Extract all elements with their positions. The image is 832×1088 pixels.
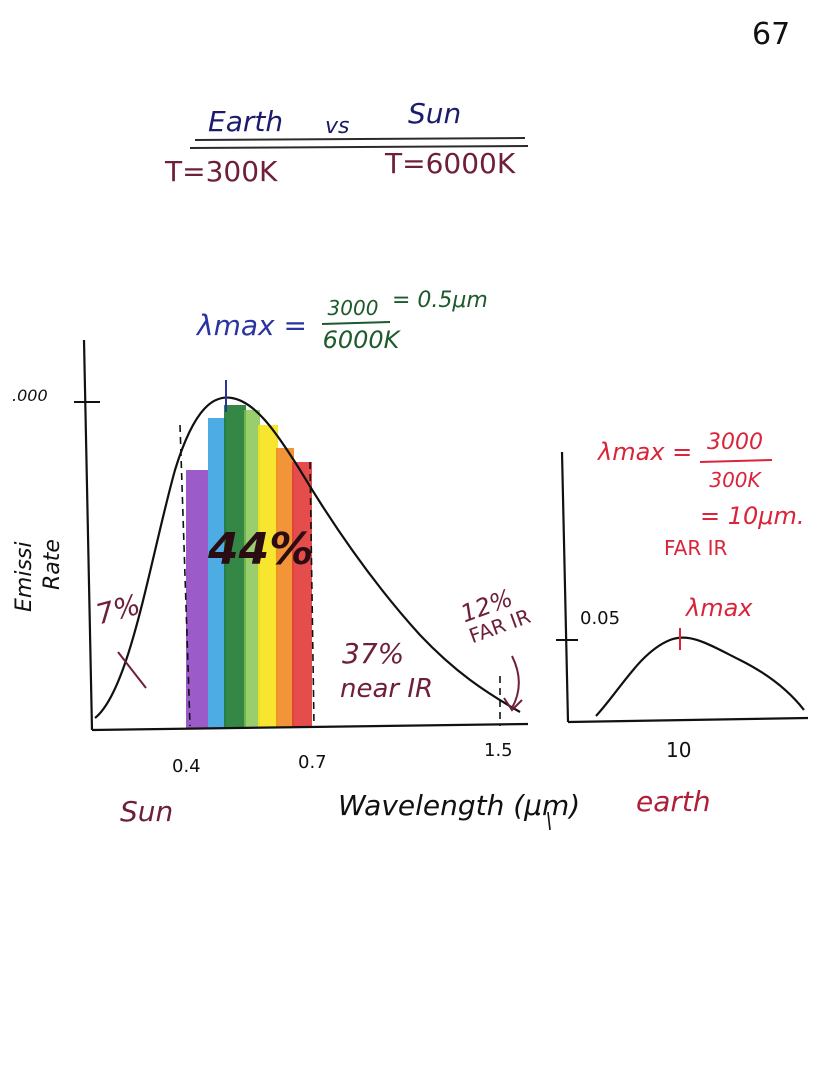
earth-formula-numerator: 3000 (707, 430, 763, 455)
sun-x-tick-0.4: 0.4 (172, 756, 201, 777)
earth-y-tick-label: 0.05 (580, 608, 621, 629)
earth-formula-denominator: 300K (709, 468, 761, 492)
sun-x-axis (91, 722, 529, 732)
earth-y-axis (560, 451, 570, 723)
earth-caption: earth (636, 785, 711, 818)
earth-formula-fraction-bar (699, 459, 773, 463)
uv-pointer-stroke (117, 651, 147, 689)
band-violet (186, 470, 208, 728)
earth-temperature: T=300K (165, 155, 278, 188)
sun-emission-curve (94, 396, 521, 719)
sun-x-tick-1.5: 1.5 (484, 740, 513, 761)
earth-formula-band: FAR IR (664, 536, 728, 560)
sun-formula-denominator: 6000K (322, 326, 400, 354)
sun-lambda-max-label: λmax = (197, 309, 307, 342)
sun-heading: Sun (408, 97, 462, 130)
earth-formula-result: = 10μm. (700, 502, 805, 530)
sun-formula-result: = 0.5μm (392, 288, 488, 313)
earth-emission-curve (595, 636, 805, 717)
earth-x-axis (567, 716, 809, 724)
near-ir-label: near IR (340, 674, 434, 704)
band-orange (276, 448, 294, 728)
earth-heading: Earth (208, 105, 284, 138)
sun-y-axis-label-1: Emissi (12, 541, 37, 612)
header-underline-1 (194, 137, 526, 141)
earth-lambda-max-label: λmax = (598, 438, 693, 466)
band-red (292, 462, 312, 728)
page-number: 67 (752, 17, 791, 52)
visible-spectrum-band (186, 405, 312, 728)
band-green (224, 405, 246, 728)
sun-formula-numerator: 3000 (327, 296, 379, 320)
far-ir-arrowhead (503, 697, 523, 712)
band-lightgreen (244, 410, 260, 728)
earth-x-tick-10: 10 (666, 738, 692, 762)
band-blue (208, 418, 226, 728)
header-underline-2 (189, 145, 529, 149)
sun-x-axis-label: Wavelength (μm) (338, 789, 581, 822)
divider-0.4 (179, 424, 191, 727)
sun-x-tick-0.7: 0.7 (298, 752, 327, 773)
sun-temperature: T=6000K (385, 147, 516, 180)
near-ir-percentage: 37% (342, 637, 405, 670)
sun-formula-fraction-bar (321, 321, 391, 325)
sun-caption: Sun (120, 795, 174, 828)
sun-y-axis (82, 339, 94, 731)
x-axis-label-mu-tail (547, 811, 551, 831)
divider-0.7 (309, 461, 315, 727)
earth-peak-label: λmax (686, 594, 753, 622)
sun-y-axis-label-2: Rate (40, 539, 65, 590)
sun-y-tick-label: .000 (12, 386, 48, 405)
vs-heading: vs (325, 114, 350, 139)
visible-percentage: 44% (208, 524, 314, 575)
band-yellow (258, 425, 278, 728)
far-ir-arrow (511, 655, 520, 709)
